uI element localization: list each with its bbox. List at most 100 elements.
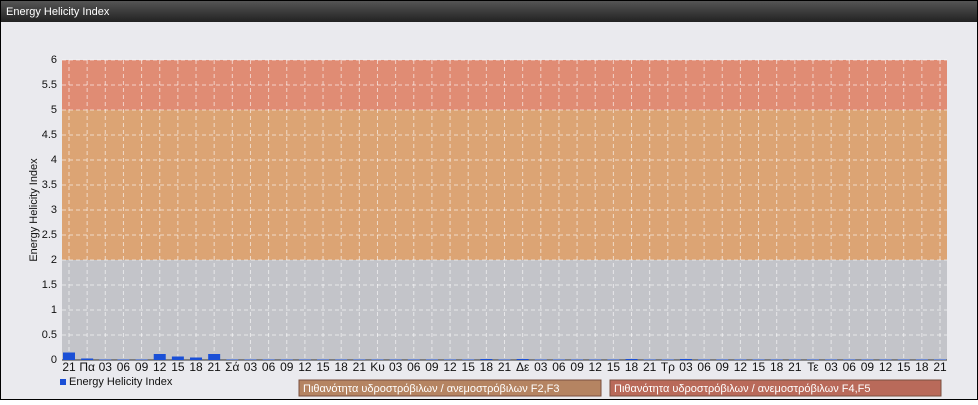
x-tick-label: 18: [625, 360, 639, 374]
x-tick-label: 21: [498, 360, 512, 374]
x-tick-label: 06: [843, 360, 857, 374]
y-tick-label: 2.5: [42, 229, 57, 241]
bar: [897, 359, 910, 360]
x-tick-label: 09: [135, 360, 149, 374]
x-tick-label: 03: [244, 360, 258, 374]
bar: [244, 359, 257, 360]
x-tick-label: 15: [316, 360, 330, 374]
x-tick-label: 09: [280, 360, 294, 374]
legend-label: Energy Helicity Index: [69, 376, 173, 388]
bar: [462, 359, 475, 360]
bar: [425, 359, 438, 360]
bar: [934, 359, 946, 360]
bar: [552, 359, 565, 360]
bar: [444, 359, 457, 360]
band-legend-box: [609, 379, 942, 397]
x-tick-label: 15: [897, 360, 911, 374]
y-tick-label: 3: [51, 204, 57, 216]
x-tick-label: 06: [697, 360, 711, 374]
bar: [208, 354, 221, 360]
y-tick-label: 3.5: [42, 179, 57, 191]
x-tick-label: 09: [425, 360, 439, 374]
bar: [770, 359, 783, 360]
legend-swatch: [60, 379, 66, 385]
bar: [262, 359, 275, 360]
bar: [589, 359, 602, 360]
bar: [716, 359, 729, 360]
x-tick-label: 18: [915, 360, 929, 374]
bar: [915, 359, 928, 360]
x-tick-label: 03: [389, 360, 403, 374]
bar: [679, 359, 692, 360]
bar: [825, 359, 838, 360]
bar: [81, 358, 94, 360]
x-tick-label: 12: [443, 360, 457, 374]
bar: [389, 359, 402, 360]
bar: [153, 354, 166, 360]
y-tick-label: 5.5: [42, 79, 57, 91]
y-tick-label: 2: [51, 254, 57, 266]
bar: [317, 359, 330, 360]
y-axis-label: Energy Helicity Index: [28, 158, 40, 262]
bar: [698, 359, 711, 360]
x-tick-label: Τε: [807, 360, 819, 374]
y-tick-label: 4.5: [42, 129, 57, 141]
x-tick-label: 06: [407, 360, 421, 374]
bar: [480, 359, 493, 360]
x-tick-label: Πα: [79, 360, 95, 374]
x-tick-label: 21: [643, 360, 657, 374]
bar: [861, 359, 874, 360]
bar: [498, 359, 511, 360]
title-bar: [1, 1, 977, 22]
bar: [625, 359, 638, 360]
x-tick-label: 06: [552, 360, 566, 374]
bar: [806, 359, 819, 360]
x-tick-label: 06: [117, 360, 131, 374]
x-tick-label: 18: [335, 360, 349, 374]
x-tick-label: 21: [207, 360, 221, 374]
bar: [843, 359, 856, 360]
x-tick-label: 03: [99, 360, 113, 374]
x-tick-label: 12: [589, 360, 603, 374]
bar: [643, 359, 656, 360]
y-tick-label: 5: [51, 104, 57, 116]
x-tick-label: Δε: [516, 360, 530, 374]
bar: [353, 359, 366, 360]
x-tick-label: 15: [462, 360, 476, 374]
x-tick-label: 09: [861, 360, 875, 374]
y-tick-label: 4: [51, 154, 57, 166]
bar: [607, 359, 620, 360]
bar: [226, 359, 239, 360]
x-tick-label: 09: [716, 360, 730, 374]
x-tick-label: 21: [933, 360, 947, 374]
x-tick-label: 06: [262, 360, 276, 374]
x-tick-label: 18: [770, 360, 784, 374]
x-tick-label: 15: [752, 360, 766, 374]
y-tick-label: 0: [51, 354, 57, 366]
bar: [190, 357, 203, 360]
x-tick-label: Τρ: [661, 360, 675, 374]
bar: [99, 359, 112, 360]
x-tick-label: 15: [171, 360, 185, 374]
bar: [371, 359, 384, 360]
band-legend-box: [298, 379, 602, 397]
y-tick-label: 1.5: [42, 279, 57, 291]
bar: [335, 359, 348, 360]
bar: [661, 359, 674, 360]
bar: [734, 359, 747, 360]
x-tick-label: 12: [153, 360, 167, 374]
bar: [534, 359, 547, 360]
bar: [171, 356, 184, 360]
bar: [407, 359, 420, 360]
x-tick-label: 12: [879, 360, 893, 374]
x-tick-label: 12: [734, 360, 748, 374]
x-tick-label: 03: [534, 360, 548, 374]
bar: [298, 359, 311, 360]
x-tick-label: 09: [570, 360, 584, 374]
bar: [63, 352, 75, 360]
x-tick-label: Σά: [225, 360, 239, 374]
x-tick-label: 21: [788, 360, 802, 374]
x-tick-label: 21: [353, 360, 367, 374]
x-tick-label: 15: [607, 360, 621, 374]
